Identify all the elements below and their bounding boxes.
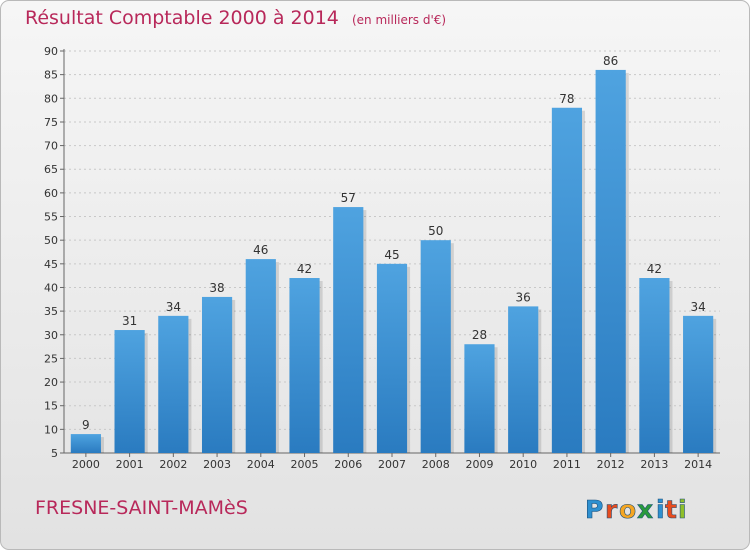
logo-letter: x (637, 495, 653, 524)
bar (245, 259, 276, 453)
logo-letter: P (585, 495, 603, 524)
data-label: 34 (690, 300, 705, 314)
commune-name: FRESNE-SAINT-MAMèS (35, 497, 248, 519)
y-tick-label: 35 (44, 305, 58, 318)
x-tick-label: 2014 (684, 458, 712, 471)
bar (289, 278, 320, 453)
y-tick-label: 65 (44, 163, 58, 176)
logo-letter: i (656, 495, 665, 524)
x-tick-label: 2013 (640, 458, 668, 471)
data-label: 42 (297, 262, 312, 276)
y-tick-label: 25 (44, 352, 58, 365)
y-tick-label: 10 (44, 423, 58, 436)
bar (683, 315, 714, 453)
x-tick-label: 2008 (422, 458, 450, 471)
x-tick-label: 2004 (247, 458, 275, 471)
x-tick-label: 2005 (291, 458, 319, 471)
y-tick-label: 60 (44, 187, 58, 200)
data-label: 57 (341, 191, 356, 205)
y-tick-label: 50 (44, 234, 58, 247)
x-tick-label: 2009 (465, 458, 493, 471)
y-tick-label: 15 (44, 400, 58, 413)
data-label: 38 (209, 281, 224, 295)
x-tick-label: 2012 (597, 458, 625, 471)
bar (333, 207, 364, 453)
data-label: 31 (122, 314, 137, 328)
bar (201, 296, 233, 453)
bars (70, 69, 717, 454)
y-tick-label: 45 (44, 258, 58, 271)
data-label: 50 (428, 224, 443, 238)
data-label: 46 (253, 243, 268, 257)
y-tick-label: 40 (44, 281, 58, 294)
data-label: 36 (516, 290, 531, 304)
x-tick-label: 2007 (378, 458, 406, 471)
data-label: 34 (166, 300, 181, 314)
x-tick-label: 2010 (509, 458, 537, 471)
data-label: 42 (647, 262, 662, 276)
logo-letter: r (605, 495, 618, 524)
x-tick-label: 2002 (159, 458, 187, 471)
data-label: 9 (82, 418, 90, 432)
bar (420, 240, 451, 453)
bar (595, 69, 626, 453)
y-tick-label: 90 (44, 45, 58, 58)
bar (551, 107, 583, 454)
x-tick-label: 2011 (553, 458, 581, 471)
bar (376, 263, 408, 453)
bar (639, 278, 670, 453)
x-tick-label: 2000 (72, 458, 100, 471)
x-tick-label: 2006 (334, 458, 362, 471)
y-tick-label: 55 (44, 211, 58, 224)
data-label: 86 (603, 54, 618, 68)
y-tick-label: 70 (44, 140, 58, 153)
y-tick-label: 20 (44, 376, 58, 389)
bar (158, 315, 189, 453)
y-tick-label: 30 (44, 329, 58, 342)
bar (114, 330, 145, 453)
bar (70, 434, 101, 453)
logo-letter: t (665, 495, 677, 524)
logo-letter: i (678, 495, 687, 524)
chart-title: Résultat Comptable 2000 à 2014 (25, 7, 339, 29)
y-tick-label: 75 (44, 116, 58, 129)
y-tick-label: 85 (44, 69, 58, 82)
data-label: 78 (559, 92, 574, 106)
data-label: 45 (384, 248, 399, 262)
x-tick-label: 2001 (116, 458, 144, 471)
x-tick-label: 2003 (203, 458, 231, 471)
chart-unit: (en milliers d'€) (351, 13, 447, 27)
labels: 5 10 15 20 25 30 35 40 45 50 55 60 65 70 75 80 85 90 9 2000… (44, 45, 712, 471)
y-tick-label: 80 (44, 92, 58, 105)
title-line: Résultat Comptable 2000 à 2014 (en milli… (25, 7, 446, 29)
bar (508, 306, 539, 453)
logo-letter: o (619, 495, 636, 524)
y-tick-label: 5 (51, 447, 58, 460)
bar (464, 344, 495, 453)
data-label: 28 (472, 328, 487, 342)
